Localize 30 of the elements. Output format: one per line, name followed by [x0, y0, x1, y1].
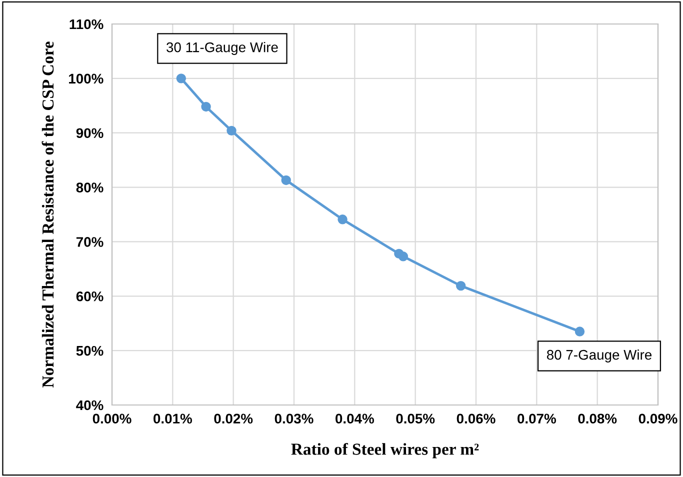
x-tick-label: 0.02% [214, 414, 253, 424]
x-tick-label: 0.06% [456, 414, 496, 424]
point [574, 326, 585, 336]
y-tick-label: 100% [69, 74, 104, 84]
point [176, 74, 186, 84]
point [456, 280, 466, 291]
annotation: 30 11-Gauge Wire [166, 42, 278, 55]
x-tick-label: 0.01% [154, 414, 192, 424]
x-tick-label: 0.04% [336, 414, 374, 424]
x-tick-label: 0.00% [92, 414, 132, 424]
y-axis-title: Normalized Thermal Resistance of the CSP Core [42, 42, 54, 388]
annotation: 80 7-Gauge Wire [546, 350, 652, 362]
point [281, 175, 291, 186]
x-axis-title: Ratio of Steel wires per m² [291, 442, 479, 458]
x-tick-label: 0.03% [274, 414, 314, 424]
y-tick-label: 80% [76, 182, 104, 192]
y-tick-label: 40% [76, 400, 104, 410]
point [201, 102, 211, 112]
y-tick-label: 50% [76, 346, 104, 356]
point [398, 252, 408, 262]
point [226, 126, 236, 136]
point [338, 214, 348, 224]
y-tick-label: 110% [70, 19, 104, 30]
y-tick-label: 70% [76, 237, 104, 247]
x-tick-label: 0.05% [396, 414, 435, 424]
x-tick-label: 0.09% [638, 414, 678, 424]
x-tick-label: 0.07% [518, 414, 556, 424]
x-tick-label: 0.08% [578, 414, 617, 424]
y-tick-label: 60% [76, 291, 104, 302]
y-tick-label: 90% [76, 128, 104, 138]
